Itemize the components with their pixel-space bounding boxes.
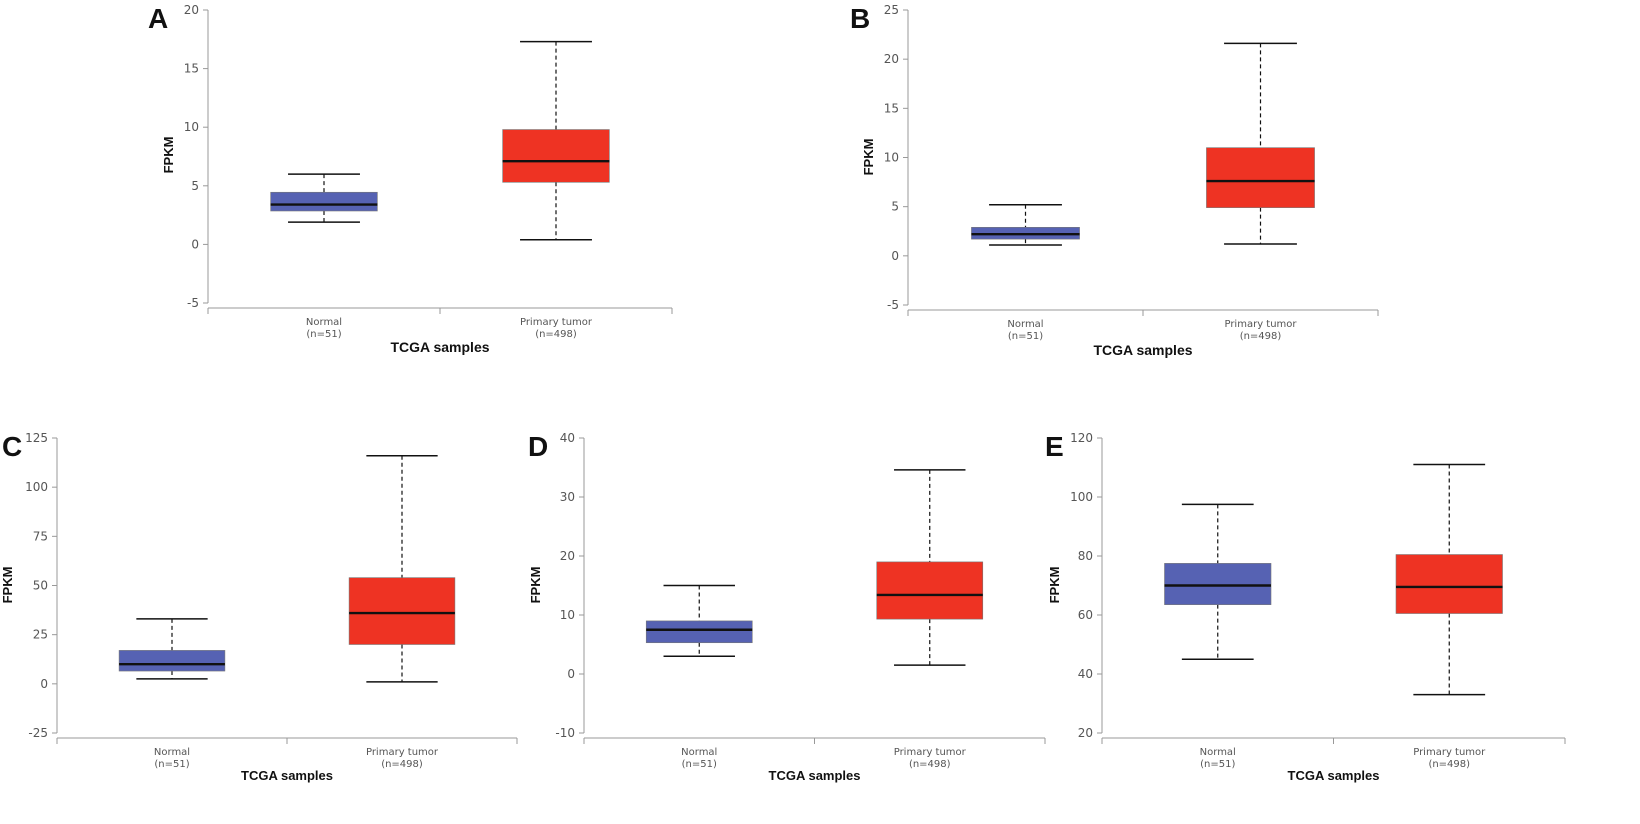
box-normal <box>1164 503 1272 660</box>
box-primary-tumor <box>502 40 610 241</box>
box-primary-tumor <box>348 454 456 683</box>
y-tick-label: 10 <box>184 120 199 134</box>
category-label: Normal <box>1007 319 1043 330</box>
x-axis-title: TCGA samples <box>241 768 333 783</box>
category-label: Primary tumor <box>1224 319 1297 330</box>
iqr-box <box>270 191 378 212</box>
iqr-box <box>118 650 226 672</box>
iqr-box <box>1164 563 1272 605</box>
panel-letter: D <box>528 431 548 462</box>
box-normal <box>118 618 226 680</box>
y-tick-label: 15 <box>884 101 899 115</box>
y-tick-label: 0 <box>191 237 199 251</box>
box-normal <box>971 203 1080 246</box>
iqr-box <box>876 561 984 620</box>
y-axis-title: FPKM <box>1047 567 1062 604</box>
y-tick-label: 10 <box>884 151 899 165</box>
y-tick-label: 60 <box>1078 608 1093 622</box>
y-tick-label: 20 <box>1078 726 1093 740</box>
box-primary-tumor <box>1395 463 1503 696</box>
category-count: (n=51) <box>306 329 341 340</box>
category-count: (n=498) <box>381 759 423 770</box>
y-tick-label: 40 <box>560 431 575 445</box>
box-plot-panel-a: A -5 0 5 10 15 20 FPKM TCGA samples Normal(n=51) P… <box>148 3 673 355</box>
y-tick-label: 25 <box>33 628 48 642</box>
y-tick-label: -5 <box>187 296 199 310</box>
y-tick-label: 10 <box>560 608 575 622</box>
y-tick-label: -5 <box>887 298 899 312</box>
y-tick-label: 50 <box>33 579 48 593</box>
y-tick-label: 0 <box>891 249 899 263</box>
y-axis-title: FPKM <box>528 567 543 604</box>
y-tick-label: 5 <box>191 179 199 193</box>
y-tick-label: 100 <box>25 480 48 494</box>
box-normal <box>270 173 378 223</box>
x-axis-title: TCGA samples <box>1093 342 1192 358</box>
y-axis-title: FPKM <box>161 137 176 174</box>
y-tick-label: 0 <box>40 677 48 691</box>
panel-letter: A <box>148 3 168 34</box>
category-label: Primary tumor <box>520 317 593 328</box>
category-label: Primary tumor <box>1413 747 1486 758</box>
y-tick-label: 5 <box>891 200 899 214</box>
y-tick-label: 15 <box>184 62 199 76</box>
category-count: (n=498) <box>1240 331 1282 342</box>
y-tick-label: 20 <box>184 3 199 17</box>
category-count: (n=498) <box>1428 759 1470 770</box>
category-label: Normal <box>1200 747 1236 758</box>
y-tick-label: -25 <box>28 726 48 740</box>
category-label: Normal <box>306 317 342 328</box>
category-count: (n=51) <box>1008 331 1043 342</box>
x-axis-title: TCGA samples <box>390 339 489 355</box>
category-count: (n=51) <box>154 759 189 770</box>
category-count: (n=498) <box>909 759 951 770</box>
y-tick-label: 75 <box>33 529 48 543</box>
y-tick-label: 120 <box>1070 431 1093 445</box>
y-tick-label: 25 <box>884 3 899 17</box>
box-primary-tumor <box>876 469 984 666</box>
box-plot-panel-d: D -10 0 10 20 30 40 FPKM TCGA samples Normal(n=51… <box>528 431 1046 783</box>
y-tick-label: 125 <box>25 431 48 445</box>
category-label: Normal <box>681 747 717 758</box>
box-plot-panel-b: B -5 0 5 10 15 20 25 FPKM TCGA samples Normal(n=51… <box>850 3 1379 358</box>
category-count: (n=51) <box>682 759 717 770</box>
category-count: (n=51) <box>1200 759 1235 770</box>
y-tick-label: 20 <box>884 52 899 66</box>
iqr-box <box>1206 147 1315 208</box>
iqr-box <box>645 620 753 644</box>
box-normal <box>645 584 753 658</box>
category-label: Primary tumor <box>366 747 439 758</box>
x-axis-title: TCGA samples <box>769 768 861 783</box>
y-tick-label: 30 <box>560 490 575 504</box>
iqr-box <box>348 577 456 645</box>
iqr-box <box>502 129 610 183</box>
category-label: Normal <box>154 747 190 758</box>
box-primary-tumor <box>1206 42 1315 245</box>
panel-letter: B <box>850 3 870 34</box>
x-axis-title: TCGA samples <box>1288 768 1380 783</box>
y-tick-label: -10 <box>555 726 575 740</box>
iqr-box <box>1395 554 1503 614</box>
y-tick-label: 40 <box>1078 667 1093 681</box>
y-tick-label: 80 <box>1078 549 1093 563</box>
category-label: Primary tumor <box>894 747 967 758</box>
y-tick-label: 100 <box>1070 490 1093 504</box>
category-count: (n=498) <box>535 329 577 340</box>
y-tick-label: 0 <box>567 667 575 681</box>
y-axis-title: FPKM <box>861 139 876 176</box>
y-axis-title: FPKM <box>0 567 15 604</box>
panel-letter: C <box>2 431 22 462</box>
y-tick-label: 20 <box>560 549 575 563</box>
panel-letter: E <box>1045 431 1064 462</box>
